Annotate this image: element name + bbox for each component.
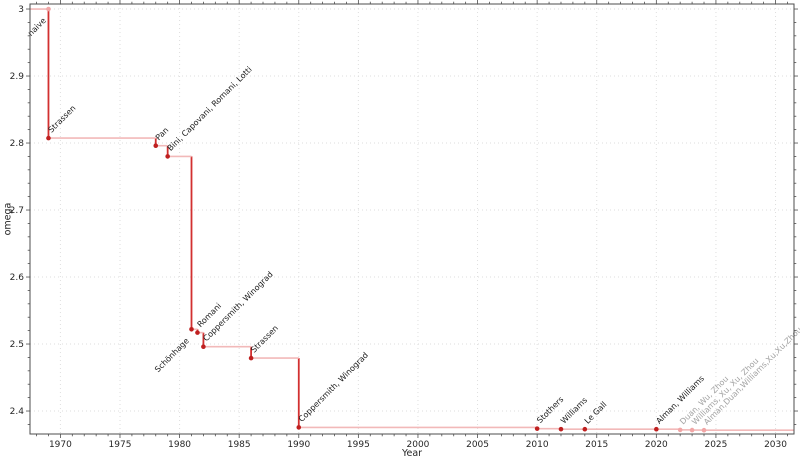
plot-border	[29, 3, 795, 435]
point-label: Strassen	[47, 104, 78, 135]
data-point-marker	[534, 426, 540, 431]
x-tick-label: 2020	[645, 440, 668, 450]
data-point-marker	[558, 426, 564, 432]
data-point-marker	[46, 6, 51, 12]
x-tick-label: 1980	[168, 440, 191, 450]
data-point-marker	[189, 326, 194, 332]
y-tick-label: 3	[18, 5, 24, 15]
y-tick-label: 2.7	[10, 206, 24, 216]
y-tick-label: 2.6	[10, 273, 25, 283]
data-point-marker	[701, 427, 707, 433]
point-label: Strassen	[249, 324, 280, 355]
data-point-marker	[654, 426, 659, 432]
point-label: Pan	[154, 126, 171, 143]
x-tick-label: 2000	[407, 440, 430, 450]
x-tick-label: 1970	[49, 440, 72, 450]
point-label: Coppersmith, Winograd	[297, 351, 370, 424]
point-label: naive	[26, 16, 48, 38]
x-axis-label: Year	[401, 448, 423, 459]
y-tick-label: 2.8	[10, 139, 25, 149]
data-point-marker	[248, 355, 254, 361]
x-tick-label: 1985	[228, 440, 251, 450]
x-tick-label: 2010	[526, 440, 549, 450]
data-point-marker	[46, 135, 51, 141]
x-tick-label: 2030	[764, 440, 787, 450]
x-tick-label: 2005	[466, 440, 489, 450]
data-point-marker	[195, 330, 200, 335]
data-point-marker	[689, 427, 695, 433]
y-tick-label: 2.5	[10, 340, 24, 350]
x-tick-label: 1990	[287, 440, 310, 450]
data-point-marker	[165, 154, 170, 159]
point-label: Bini, Capovani, Romani, Lotti	[166, 65, 254, 153]
data-point-marker	[153, 143, 159, 149]
data-point-marker	[677, 427, 683, 433]
y-tick-label: 2.9	[10, 72, 25, 82]
data-point-marker	[296, 425, 302, 430]
point-label: Alman,Duan,Williams,Xu,Xu,Zhou	[702, 325, 800, 426]
point-label: Williams, Xu, Xu, Zhou	[690, 356, 760, 426]
x-tick-label: 1975	[109, 440, 132, 450]
point-label: Schönhage	[153, 336, 191, 374]
x-tick-label: 2015	[585, 440, 608, 450]
data-point-marker	[201, 344, 206, 350]
y-axis-label: omega	[2, 202, 14, 236]
x-tick-label: 2025	[704, 440, 727, 450]
y-tick-label: 2.4	[10, 407, 25, 417]
data-point-marker	[582, 426, 588, 432]
x-tick-label: 1995	[347, 440, 370, 450]
